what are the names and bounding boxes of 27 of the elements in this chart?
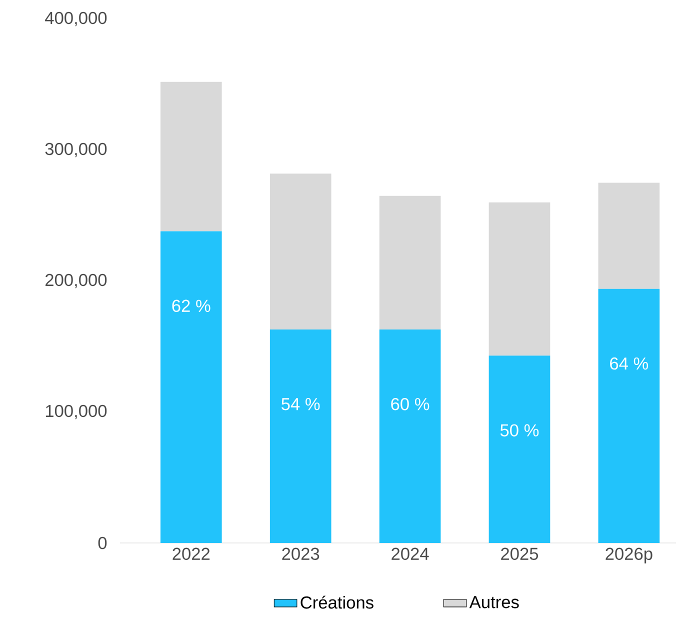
y-tick-label: 200,000 xyxy=(46,274,107,288)
x-tick-label: 2026p xyxy=(606,548,652,564)
annotation: 50 % xyxy=(500,424,539,436)
bar xyxy=(598,182,660,289)
annotation: 64 % xyxy=(610,357,648,370)
legend-label: Autres xyxy=(469,596,519,608)
bar xyxy=(160,231,222,543)
bar xyxy=(488,356,550,543)
bar xyxy=(379,329,441,543)
y-tick-label: 300,000 xyxy=(45,142,107,158)
bar xyxy=(270,174,332,330)
annotation: 62 % xyxy=(172,300,210,312)
bar xyxy=(379,196,441,330)
bar xyxy=(160,82,222,232)
annotation: 54 % xyxy=(282,398,320,410)
x-tick-label: 2024 xyxy=(392,548,429,560)
y-tick-label: 400,000 xyxy=(45,12,107,26)
bar xyxy=(270,329,332,543)
annotation: 60 % xyxy=(391,398,430,410)
x-tick-label: 2022 xyxy=(172,548,210,560)
bar xyxy=(598,288,660,543)
y-tick-label: 100,000 xyxy=(46,404,107,420)
x-tick-label: 2025 xyxy=(501,548,538,560)
x-tick-label: 2023 xyxy=(282,548,320,560)
legend-label: Créations xyxy=(300,596,374,609)
y-tick-label: 0 xyxy=(98,536,107,550)
bar xyxy=(488,202,550,356)
